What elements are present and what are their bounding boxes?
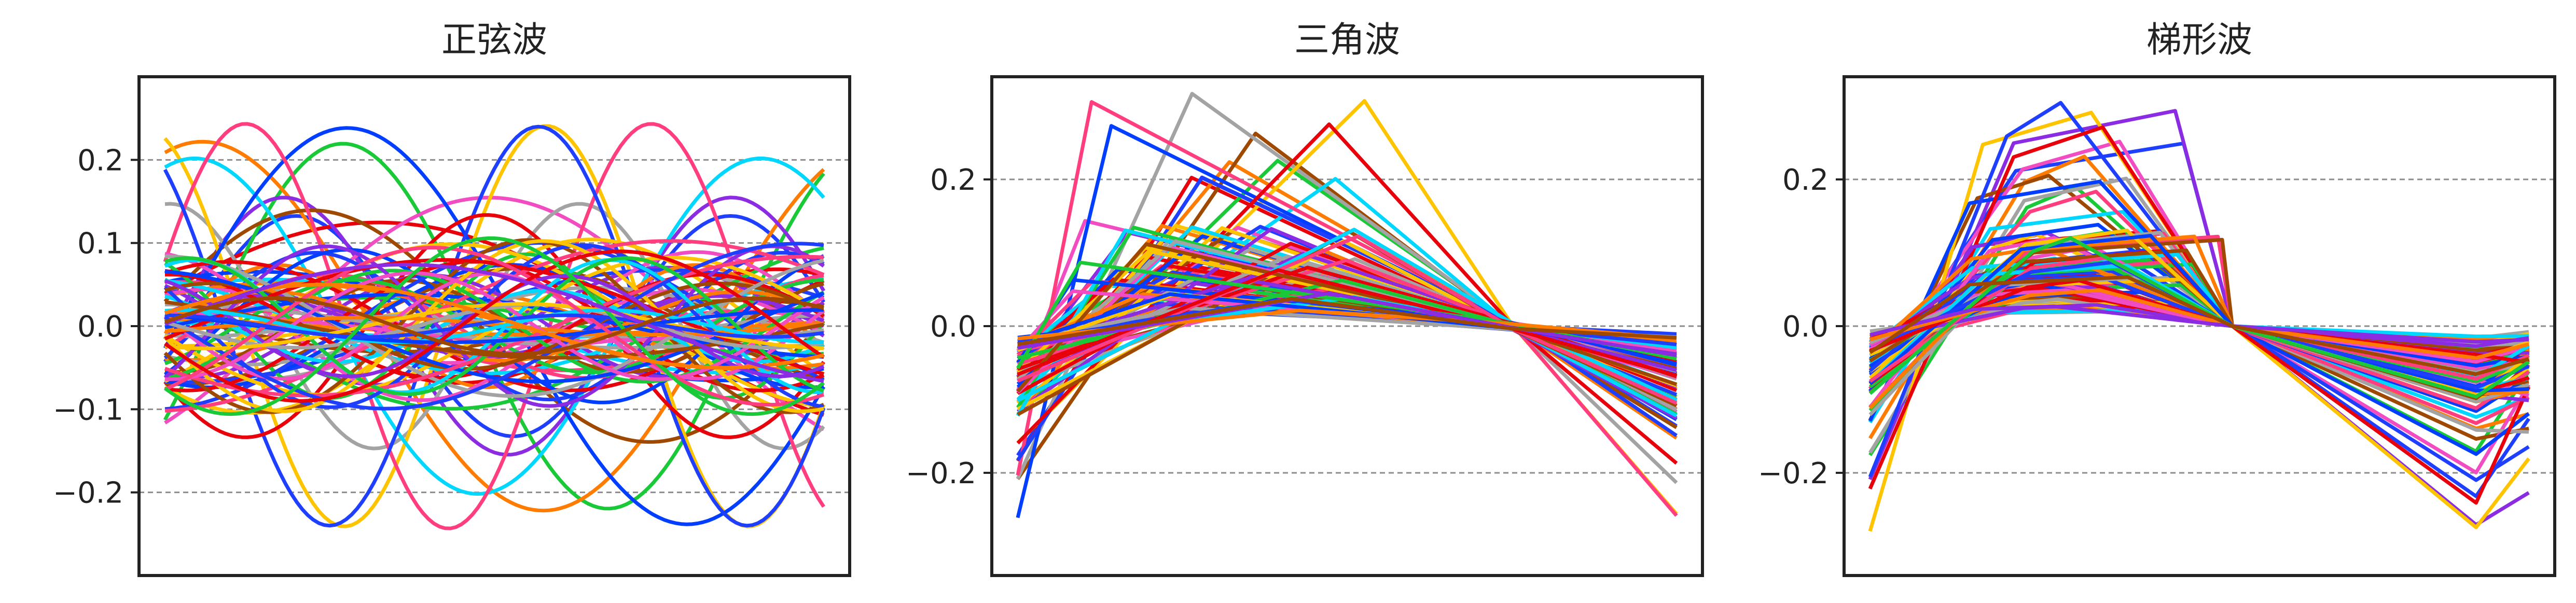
series-line (163, 195, 826, 457)
y-ticks: 0.2 0.0 −0.2 (906, 163, 992, 490)
y-tick-label: −0.1 (53, 393, 123, 427)
series-line (1016, 100, 1678, 517)
series-line (1868, 139, 2531, 474)
panel-sine: 正弦波 0.2 0.1 0.0 −0.1 −0.2 (53, 20, 851, 577)
series-line (164, 296, 824, 356)
panel-title: 梯形波 (2146, 20, 2252, 61)
series-line (163, 236, 825, 416)
series-line (164, 303, 824, 350)
y-ticks: 0.2 0.1 0.0 −0.1 −0.2 (53, 144, 139, 510)
series-line (1869, 288, 2529, 360)
y-tick-label: −0.2 (906, 457, 976, 490)
series-line (164, 283, 824, 370)
series-line (1869, 304, 2529, 344)
panel-title: 正弦波 (441, 20, 547, 61)
series-line (164, 290, 825, 362)
panel-triangle: 三角波 0.2 0.0 −0.2 (906, 20, 1704, 577)
series-line (1869, 303, 2529, 348)
series-line (163, 213, 825, 439)
y-tick-label: −0.2 (53, 476, 123, 510)
panel-trapezoid: 梯形波 0.2 0.0 −0.2 (1758, 20, 2556, 577)
series-line (1868, 125, 2531, 505)
series-line (1868, 222, 2530, 413)
series-line (1868, 101, 2530, 482)
series-line (164, 157, 825, 496)
series-line (163, 124, 826, 528)
y-tick-label: 0.0 (930, 310, 976, 344)
series-line (164, 242, 824, 411)
series-group (163, 122, 826, 530)
series-line (1017, 297, 1677, 346)
series-line (164, 262, 824, 383)
y-tick-label: 0.2 (77, 144, 123, 177)
series-line (1017, 291, 1677, 357)
series-group (1016, 92, 1678, 518)
y-tick-label: 0.1 (77, 227, 123, 261)
series-line (1016, 242, 1678, 393)
y-tick-label: 0.0 (1782, 310, 1829, 344)
series-line (164, 256, 825, 396)
series-line (165, 313, 824, 339)
series-line (163, 122, 825, 530)
series-line (163, 249, 825, 403)
series-line (1017, 234, 1678, 405)
y-tick-label: 0.0 (77, 310, 123, 344)
series-line (1868, 236, 2530, 399)
panel-title: 三角波 (1294, 20, 1400, 61)
series-line (164, 246, 825, 407)
y-tick-label: −0.2 (1758, 457, 1829, 490)
y-tick-label: 0.2 (1782, 163, 1829, 197)
series-line (164, 308, 824, 344)
y-ticks: 0.2 0.0 −0.2 (1758, 163, 1844, 490)
series-line (1869, 275, 2529, 376)
y-tick-label: 0.2 (930, 163, 976, 197)
series-group (1868, 101, 2531, 532)
